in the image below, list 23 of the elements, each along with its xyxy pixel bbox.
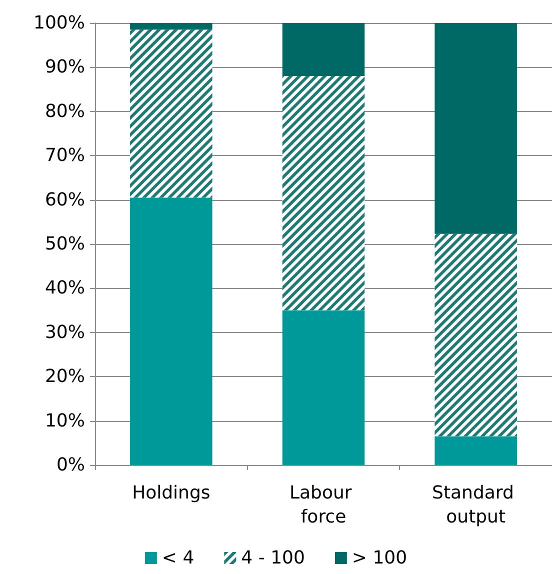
y-tick-label: 60% (44, 189, 85, 210)
bar (282, 310, 365, 465)
legend-label: 4 - 100 (241, 548, 305, 568)
y-tick-label: 10% (44, 410, 85, 432)
y-tick-label: 0% (56, 454, 85, 476)
legend-label: < 4 (162, 548, 194, 568)
legend-label: > 100 (352, 548, 408, 568)
bar (130, 198, 212, 465)
x-tick-label: Standard output (432, 482, 520, 528)
y-tick-label: 30% (44, 322, 85, 343)
y-tick-label: 50% (44, 234, 85, 254)
y-tick-label: 40% (44, 278, 85, 299)
y-tick-label: 100% (34, 12, 85, 34)
bar (282, 23, 365, 76)
x-tick-label: Labour force (289, 482, 358, 528)
y-tick-label: 80% (44, 100, 85, 122)
y-tick-label: 20% (44, 366, 85, 388)
y-tick-label: 70% (44, 145, 85, 166)
bar (130, 23, 212, 30)
x-tick-label: Holdings (132, 482, 210, 504)
y-tick-label: 90% (44, 56, 85, 78)
bar (434, 436, 517, 465)
bar (434, 23, 517, 234)
